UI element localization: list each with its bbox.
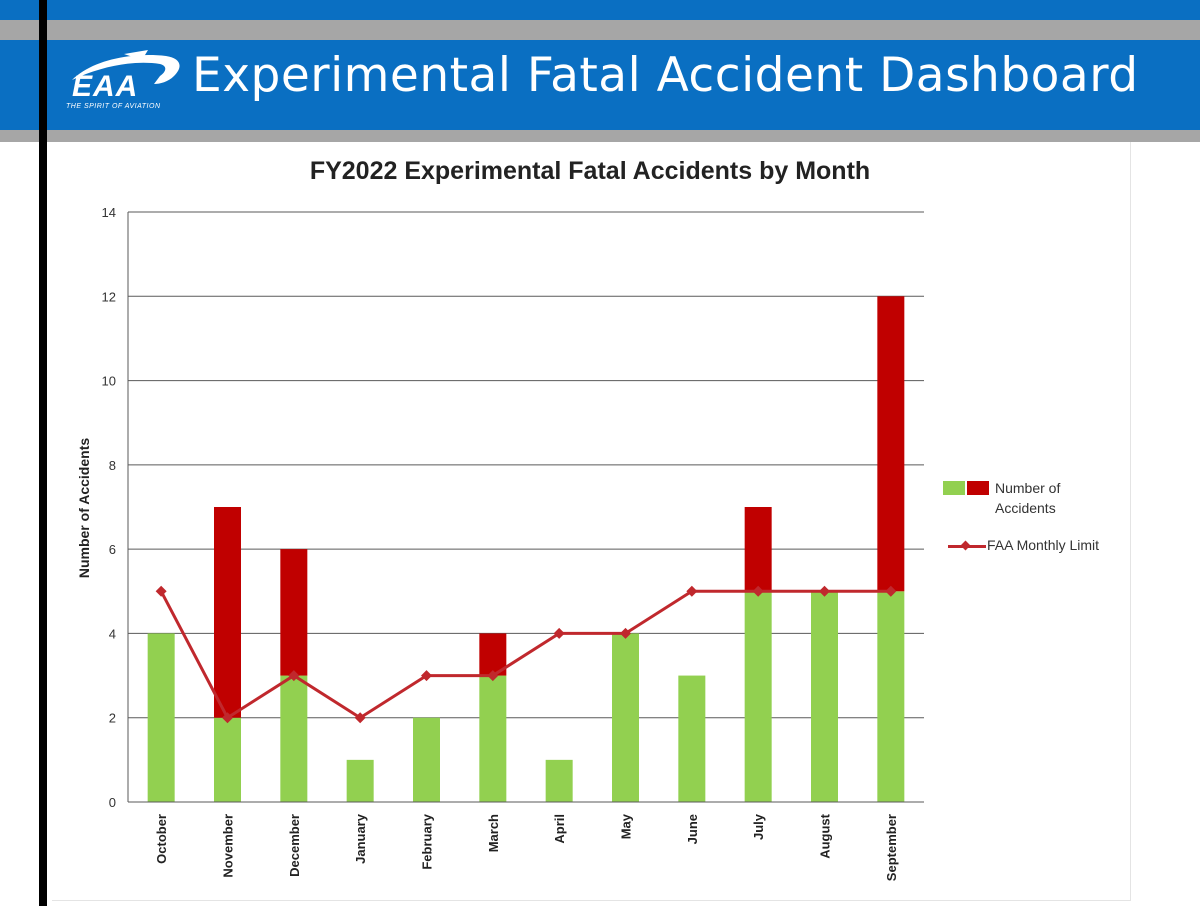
y-tick-label: 2 [109, 711, 116, 726]
legend-label-limit: FAA Monthly Limit [987, 537, 1100, 553]
eaa-logo-icon [72, 50, 180, 84]
limit-point [553, 627, 565, 639]
bar-within-limit [479, 675, 507, 802]
limit-point [222, 712, 233, 724]
header-gray-band [0, 130, 1200, 142]
eaa-logo-text: EAA [72, 70, 139, 103]
legend-label-accidents: Number of Accidents [995, 480, 1061, 516]
page-title: Experimental Fatal Accident Dashboard [192, 48, 1139, 103]
x-tick-label: June [685, 814, 700, 844]
bar-over-limit [877, 296, 905, 592]
y-tick-label: 12 [102, 289, 116, 304]
limit-point [885, 585, 897, 597]
x-tick-label: March [486, 814, 501, 852]
legend-swatch-within-limit [943, 481, 965, 495]
eaa-logo-tagline: THE SPIRIT OF AVIATION [66, 103, 161, 110]
bar-within-limit [346, 759, 374, 802]
limit-point [421, 670, 432, 682]
bar-within-limit [147, 633, 175, 802]
bar-over-limit [214, 507, 241, 718]
series-line-faa-limit [159, 589, 891, 720]
bar-within-limit [612, 633, 639, 802]
bar-within-limit [413, 717, 440, 802]
x-tick-label: May [619, 813, 634, 839]
bar-over-limit [280, 549, 308, 676]
x-tick-label: July [751, 813, 766, 840]
limit-point [686, 585, 698, 597]
bar-within-limit [877, 591, 905, 802]
bar-within-limit [678, 675, 706, 802]
limit-point [620, 627, 631, 639]
bar-over-limit [744, 507, 772, 592]
y-tick-label: 14 [102, 205, 116, 220]
bar-within-limit [811, 591, 838, 802]
top-gray-band [0, 20, 1200, 40]
x-tick-label: December [287, 814, 302, 877]
limit-point [752, 585, 764, 597]
x-tick-label: October [154, 814, 169, 864]
dashboard-header [0, 40, 1200, 130]
y-tick-label: 6 [109, 542, 116, 557]
limit-point [288, 670, 300, 682]
y-tick-label: 0 [109, 795, 116, 810]
bar-within-limit [545, 759, 573, 802]
bar-within-limit [214, 717, 241, 802]
y-tick-label: 4 [109, 626, 116, 641]
limit-point [819, 585, 830, 597]
x-tick-label: November [221, 814, 236, 878]
x-tick-label: April [552, 814, 567, 844]
left-border-bar [39, 0, 47, 906]
chart-title: FY2022 Experimental Fatal Accidents by M… [309, 157, 871, 185]
x-tick-label: September [884, 814, 899, 881]
y-tick-label: 10 [102, 374, 116, 389]
top-blue-band [0, 0, 1200, 20]
bar-within-limit [280, 675, 308, 802]
limit-point [487, 670, 499, 682]
x-tick-label: January [353, 813, 368, 864]
bar-within-limit [744, 591, 772, 802]
limit-point [155, 585, 167, 597]
x-tick-label: February [420, 813, 435, 869]
legend-swatch-over-limit [967, 481, 989, 495]
y-tick-label: 8 [109, 458, 116, 473]
limit-point [354, 712, 366, 724]
x-tick-label: August [818, 813, 833, 858]
